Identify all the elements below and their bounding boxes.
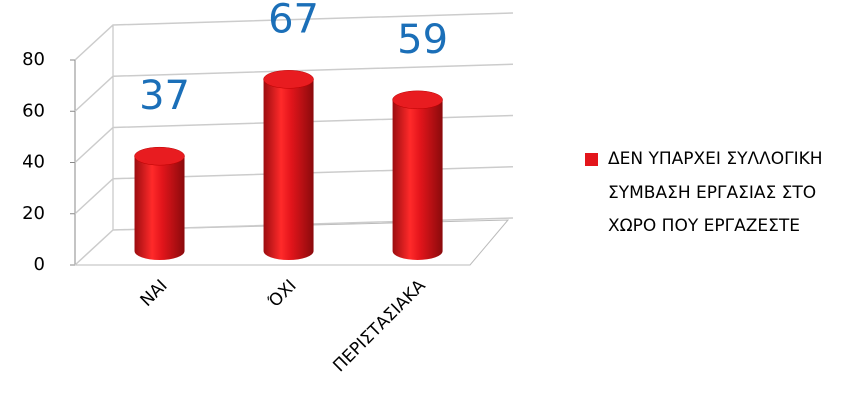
grid-line bbox=[74, 12, 514, 61]
value-label: 37 bbox=[139, 73, 190, 119]
x-tick-label: ΌΧΙ bbox=[264, 276, 300, 312]
y-tick-label: 40 bbox=[22, 152, 45, 173]
grid-line bbox=[74, 114, 514, 164]
grid-line bbox=[74, 166, 514, 215]
bar bbox=[134, 156, 185, 260]
legend-label: ΔΕΝ ΥΠΑΡΧΕΙ ΣΥΛΛΟΓΙΚΗ ΣΥΜΒΑΣΗ ΕΡΓΑΣΙΑΣ Σ… bbox=[608, 149, 823, 236]
value-label: 67 bbox=[268, 0, 319, 42]
bar-top bbox=[392, 90, 443, 110]
bar-top bbox=[263, 70, 314, 89]
bar-top bbox=[134, 146, 185, 166]
bar bbox=[263, 79, 314, 260]
grid-line bbox=[74, 217, 514, 266]
value-label: 59 bbox=[397, 17, 448, 63]
grid-line bbox=[74, 63, 514, 112]
y-tick-label: 80 bbox=[22, 49, 45, 70]
legend-swatch bbox=[585, 153, 598, 166]
y-tick-label: 60 bbox=[22, 100, 45, 121]
y-tick-label: 0 bbox=[34, 254, 45, 275]
bar bbox=[392, 99, 443, 260]
y-tick-label: 20 bbox=[22, 203, 45, 224]
x-tick-label: ΠΕΡΙΣΤΑΣΙΑΚΑ bbox=[329, 276, 429, 376]
x-tick-label: ΝΑΙ bbox=[137, 276, 172, 311]
